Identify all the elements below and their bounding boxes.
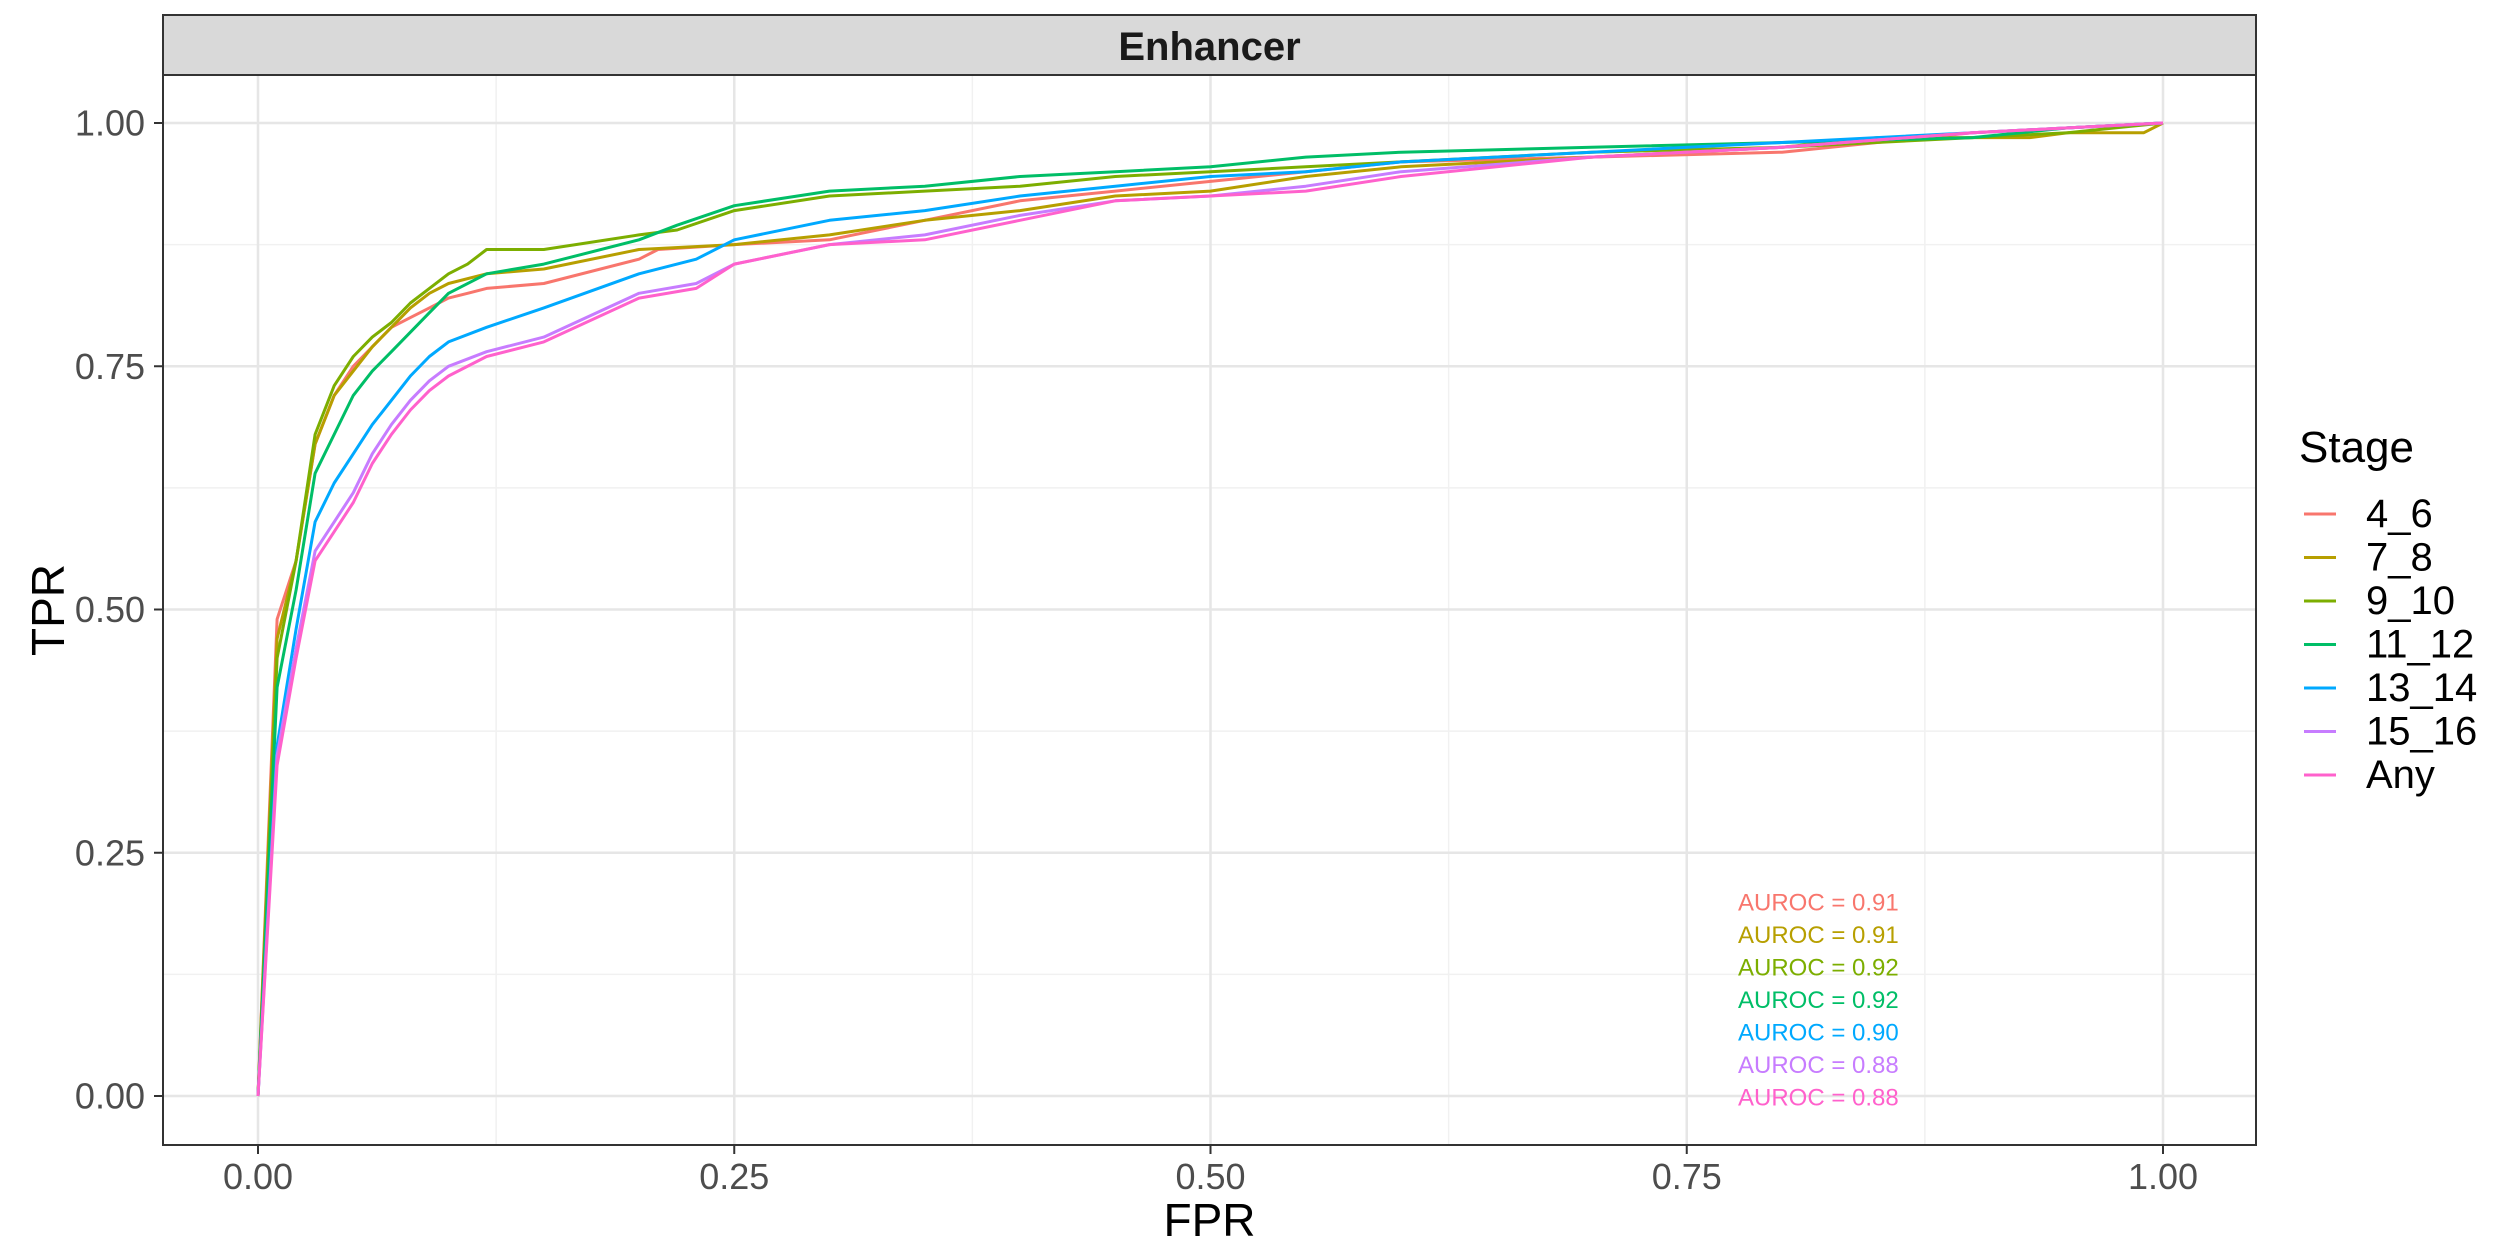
legend-item: 4_6: [2304, 492, 2433, 536]
roc-curves: [256, 121, 2164, 1097]
roc-curve-15-16: [256, 121, 2164, 1097]
auroc-label: AUROC = 0.92: [1738, 987, 1899, 1014]
auroc-label: AUROC = 0.92: [1738, 955, 1899, 982]
roc-curve-13-14: [256, 121, 2164, 1097]
x-tick-label: 0.50: [1175, 1156, 1245, 1197]
legend-title: Stage: [2299, 423, 2414, 472]
legend-label: 7_8: [2366, 536, 2433, 580]
legend-item: 7_8: [2304, 536, 2433, 580]
x-axis-ticks: 0.00 0.25 0.50 0.75 1.00: [223, 1145, 2198, 1197]
auroc-label: AUROC = 0.88: [1738, 1085, 1899, 1112]
y-tick-label: 1.00: [75, 103, 145, 144]
y-tick-label: 0.00: [75, 1076, 145, 1117]
y-tick-label: 0.25: [75, 832, 145, 873]
auroc-label: AUROC = 0.90: [1738, 1020, 1899, 1047]
grid-lines: [163, 75, 2256, 1145]
y-axis-ticks: 0.00 0.25 0.50 0.75 1.00: [75, 103, 163, 1117]
facet-title: Enhancer: [1118, 25, 1300, 69]
legend-label: 11_12: [2366, 623, 2474, 667]
legend-item: 9_10: [2304, 579, 2455, 623]
legend-label: 9_10: [2366, 579, 2455, 623]
legend-label: 13_14: [2366, 666, 2477, 710]
x-tick-label: 1.00: [2128, 1156, 2198, 1197]
x-tick-label: 0.75: [1652, 1156, 1722, 1197]
facet-strip: Enhancer: [162, 14, 2257, 76]
legend-label: 4_6: [2366, 492, 2433, 536]
x-tick-label: 0.00: [223, 1156, 293, 1197]
y-axis-title: TPR: [22, 564, 74, 656]
auroc-annotations: AUROC = 0.91 AUROC = 0.91 AUROC = 0.92 AURO…: [1738, 890, 1899, 1112]
roc-curve-any: [256, 121, 2164, 1097]
auroc-label: AUROC = 0.88: [1738, 1052, 1899, 1079]
roc-curve-11-12: [256, 121, 2164, 1097]
legend-label: Any: [2366, 753, 2435, 797]
y-tick-label: 0.50: [75, 589, 145, 630]
auroc-label: AUROC = 0.91: [1738, 922, 1899, 949]
x-tick-label: 0.25: [699, 1156, 769, 1197]
facet-strip-background: [162, 14, 2257, 76]
auroc-label: AUROC = 0.91: [1738, 890, 1899, 917]
legend-item: 15_16: [2304, 710, 2477, 754]
legend-item: Any: [2304, 753, 2435, 797]
legend-item: 11_12: [2304, 623, 2474, 667]
y-tick-label: 0.75: [75, 346, 145, 387]
legend-label: 15_16: [2366, 710, 2477, 754]
x-axis-title: FPR: [1164, 1194, 1256, 1246]
legend-item: 13_14: [2304, 666, 2477, 710]
